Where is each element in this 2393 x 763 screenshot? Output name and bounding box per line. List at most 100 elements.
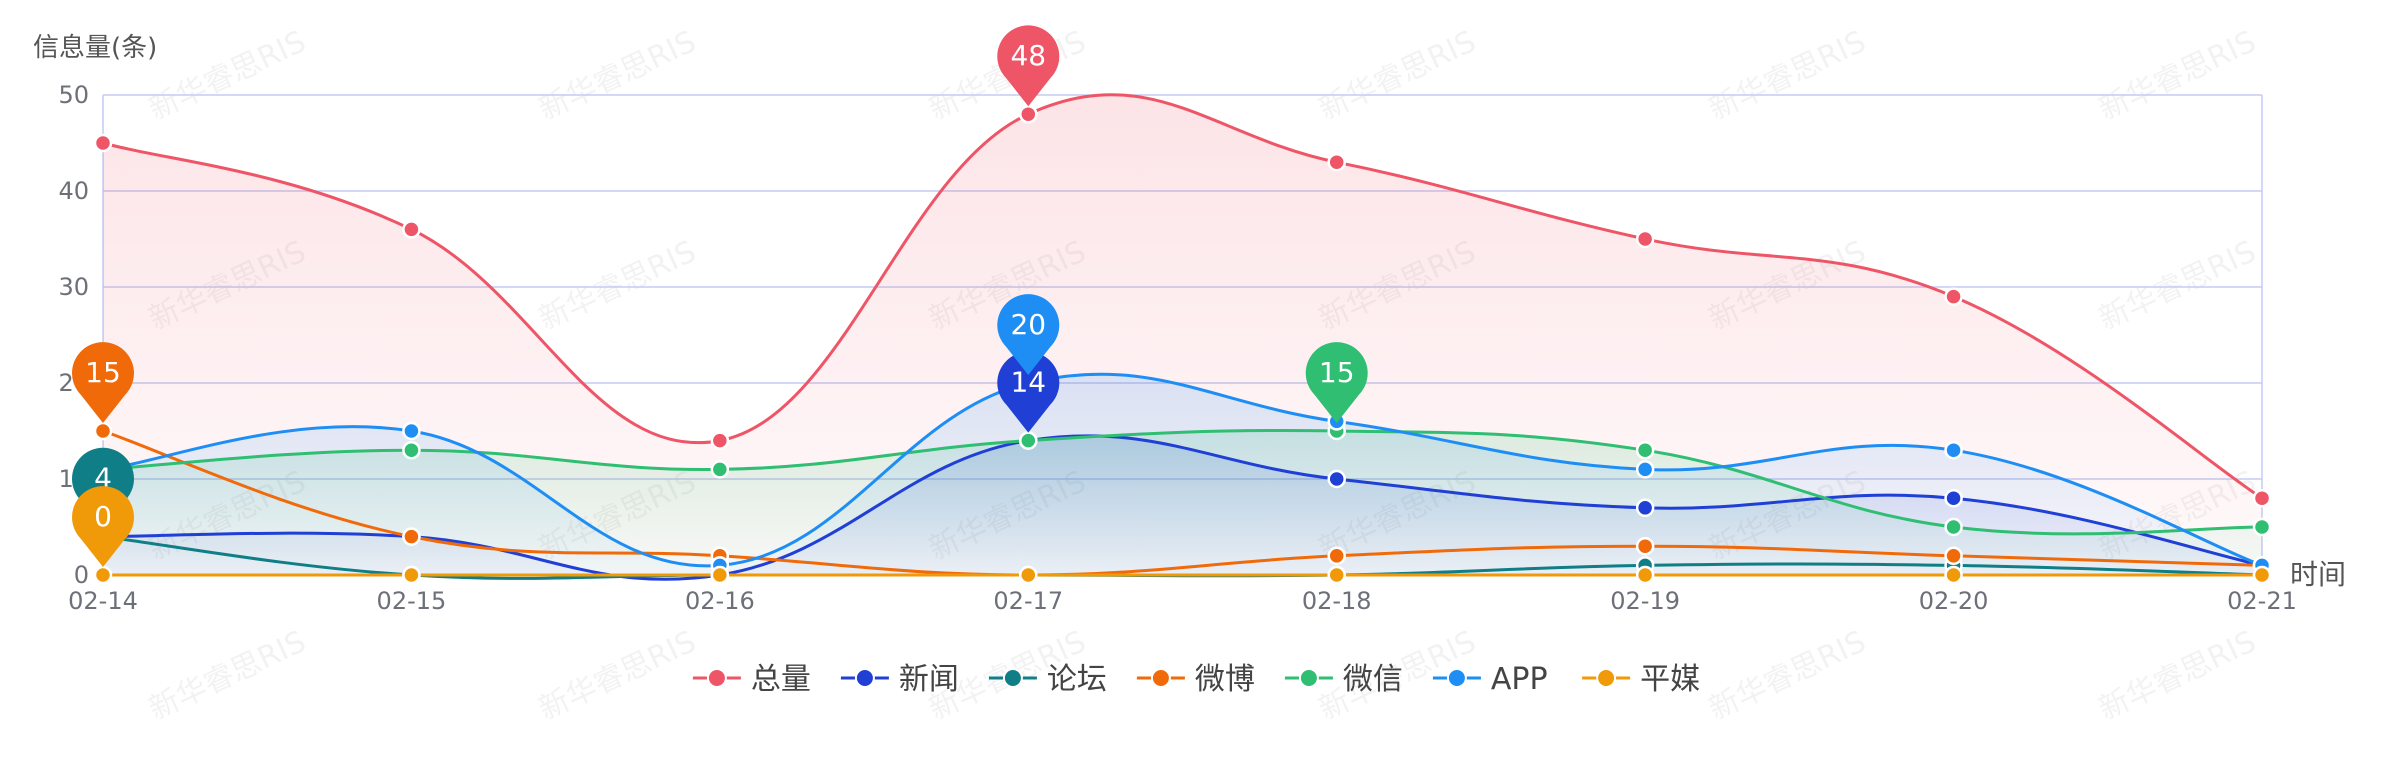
y-tick-label: 40	[58, 177, 89, 205]
data-point	[1019, 431, 1038, 450]
legend-dot-icon	[1298, 668, 1319, 688]
data-point	[2252, 488, 2272, 508]
data-point	[1635, 498, 1655, 518]
marker-value-label: 15	[85, 356, 121, 389]
legend-label: 总量	[751, 662, 811, 697]
data-point	[1944, 546, 1963, 566]
data-point-layer	[93, 104, 2272, 585]
legend-label: 平媒	[1640, 662, 1700, 697]
marker-value-label: 15	[1319, 356, 1355, 389]
data-point	[93, 133, 113, 153]
data-point	[402, 421, 421, 441]
legend-dot-icon	[1150, 668, 1171, 688]
data-point	[93, 421, 113, 441]
series-line-0	[102, 93, 2263, 500]
legend: 总量 新闻 论坛 微博 微信 APP 平媒	[692, 662, 1700, 697]
legend-item[interactable]: 新闻	[840, 662, 959, 697]
max-marker: 0	[72, 486, 134, 567]
legend-label: 微博	[1195, 662, 1255, 697]
watermark-text: 新华睿思RIS	[144, 624, 312, 727]
marker-pin-shape	[72, 342, 134, 423]
y-tick-label: 30	[58, 273, 89, 301]
watermark-text: 新华睿思RIS	[1704, 624, 1872, 727]
data-point	[402, 440, 421, 460]
legend-dot-icon	[854, 668, 875, 688]
data-point	[1635, 460, 1655, 479]
legend-dot-icon	[706, 668, 727, 688]
data-point	[710, 460, 730, 479]
legend-dot-icon	[1446, 668, 1467, 688]
watermark-text: 新华睿思RIS	[1704, 24, 1872, 127]
x-tick-label: 02-19	[1610, 587, 1680, 615]
max-marker: 48	[997, 25, 1060, 107]
marker-value-label: 4	[94, 462, 112, 495]
y-tick-label: 50	[58, 81, 89, 109]
data-point	[1327, 565, 1346, 585]
legend-dot-icon	[1002, 668, 1023, 688]
marker-pin-shape	[997, 294, 1060, 375]
watermark-text: 新华睿思RIS	[2094, 234, 2262, 337]
data-point	[1635, 229, 1655, 249]
legend-label: APP	[1491, 662, 1548, 697]
watermark-text: 新华睿思RIS	[534, 234, 702, 337]
data-point	[1944, 287, 1963, 306]
marker-value-label: 20	[1010, 308, 1046, 341]
area-layer	[103, 94, 2262, 580]
x-tick-label: 02-20	[1919, 587, 1989, 615]
data-point	[1019, 565, 1038, 585]
legend-item[interactable]: 微博	[1136, 662, 1255, 697]
legend-item[interactable]: 微信	[1284, 662, 1403, 697]
watermark-text: 新华睿思RIS	[144, 24, 312, 127]
legend-item[interactable]: 平媒	[1582, 662, 1700, 697]
marker-value-label: 48	[1010, 39, 1046, 72]
watermark-text: 新华睿思RIS	[534, 624, 702, 727]
data-point	[402, 565, 421, 585]
x-axis-title: 时间	[2290, 558, 2346, 591]
max-marker: 15	[1305, 342, 1368, 423]
series-line-1	[102, 434, 2263, 581]
marker-pin-shape	[72, 486, 134, 567]
x-tick-label: 02-15	[377, 587, 447, 615]
x-tick-label: 02-21	[2227, 587, 2297, 615]
legend-item[interactable]: 论坛	[988, 662, 1107, 697]
data-point	[1019, 104, 1038, 124]
legend-item[interactable]: APP	[1432, 662, 1548, 697]
watermark-text: 新华睿思RIS	[1314, 24, 1482, 127]
data-point	[1327, 152, 1346, 172]
y-axis-title: 信息量(条)	[33, 33, 157, 63]
watermark-text: 新华睿思RIS	[534, 24, 702, 127]
marker-pin-shape	[997, 25, 1060, 107]
data-point	[710, 565, 730, 585]
marker-value-label: 0	[94, 500, 112, 533]
x-tick-label: 02-17	[993, 587, 1063, 615]
legend-label: 论坛	[1047, 662, 1107, 697]
marker-pin-shape	[997, 351, 1060, 433]
data-point	[1327, 469, 1346, 489]
x-tick-label: 02-18	[1302, 587, 1372, 615]
data-point	[402, 527, 421, 546]
watermark-text: 新华睿思RIS	[2094, 24, 2262, 127]
series-area-0	[103, 94, 2262, 576]
data-point	[710, 431, 730, 450]
data-point	[1635, 565, 1655, 585]
data-point	[2252, 565, 2272, 585]
legend-dot-icon	[1596, 668, 1617, 688]
series-line-3	[102, 429, 2263, 577]
legend-item[interactable]: 总量	[692, 662, 811, 697]
series-area-5	[103, 374, 2262, 575]
legend-label: 微信	[1343, 662, 1403, 697]
series-line-4	[102, 429, 2263, 536]
x-tick-label: 02-16	[685, 587, 755, 615]
data-point	[2252, 517, 2272, 537]
series-line-5	[102, 372, 2263, 568]
watermark-text: 新华睿思RIS	[2094, 624, 2262, 727]
data-point	[1635, 536, 1655, 556]
series-line-layer	[102, 93, 2263, 581]
data-point	[402, 220, 421, 239]
marker-pin-shape	[1305, 342, 1368, 423]
max-marker-layer: 48 14 4 15 15 20 0	[72, 25, 1368, 567]
max-marker: 20	[997, 294, 1060, 375]
y-tick-label: 0	[74, 561, 89, 589]
data-point	[1327, 546, 1346, 566]
